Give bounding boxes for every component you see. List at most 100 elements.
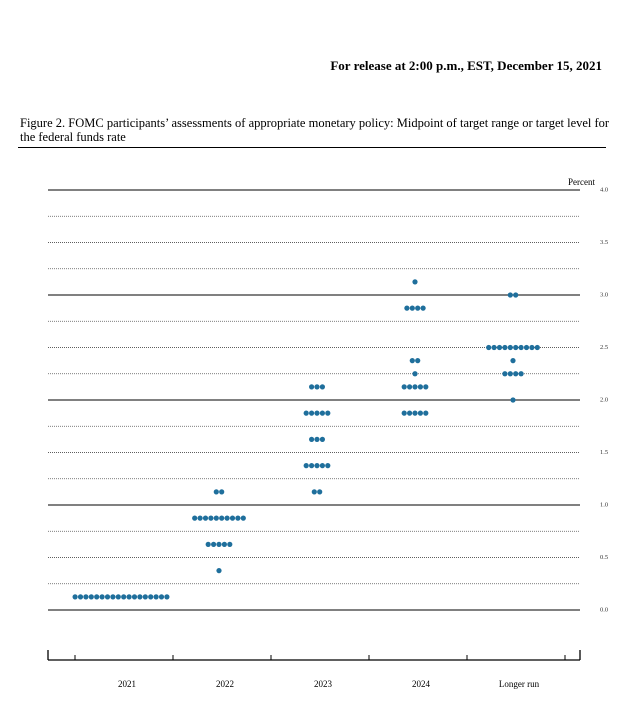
dot [213,515,219,521]
dot [325,410,331,416]
y-tick-label: 2.5 [600,344,608,351]
x-tick-label: Longer run [499,679,540,689]
dot [325,463,331,469]
dot [319,384,325,390]
dot [510,397,516,403]
dot [412,384,418,390]
dot [158,594,165,600]
dot [309,384,315,390]
dot [314,436,320,442]
dot [121,594,127,600]
x-tick-label: 2024 [412,679,431,689]
dot [513,344,519,351]
dot [507,371,513,377]
dot [205,541,211,547]
dot [224,515,230,521]
dot [529,344,535,351]
dot [317,489,323,495]
dot [401,410,407,416]
release-note: For release at 2:00 p.m., EST, December … [330,58,602,73]
dot [216,541,222,547]
dot [407,410,413,416]
dot [412,371,418,377]
dot [502,371,508,377]
dot [115,594,121,600]
dot [72,594,78,600]
dot [417,384,423,390]
title-rule [18,147,606,148]
dot [219,489,225,495]
dot [486,344,492,351]
dot [192,515,198,521]
dot [303,463,309,469]
dot [137,594,143,600]
dot [164,594,170,600]
dot [153,594,159,600]
dot [314,410,320,416]
dot [491,344,497,351]
dot [208,515,214,521]
dot [303,410,309,416]
dot [319,463,325,469]
x-tick-label: 2023 [314,679,333,689]
dot [309,463,315,469]
dot [409,358,415,364]
dot [423,384,429,390]
dot [219,515,225,521]
dot [407,384,413,390]
dot [423,410,429,416]
dot [99,594,105,600]
dot [412,410,418,416]
dot [523,344,530,351]
y-axis-label: Percent [568,177,595,187]
dot [309,436,315,442]
dot [213,489,219,495]
dot [314,384,320,390]
dot [83,594,89,600]
dot [534,344,540,351]
dot [518,344,524,351]
dot [309,410,315,416]
dot [88,594,94,600]
dot [319,436,325,442]
dot [417,410,423,416]
dot [415,305,421,311]
dot [104,594,111,600]
dot [94,594,100,600]
dot [518,371,524,377]
dot [235,515,241,521]
dot [77,594,84,600]
dot [502,344,508,351]
dot [211,541,217,547]
dot [142,594,148,600]
x-tick-label: 2021 [118,679,136,689]
dot [221,541,227,547]
dot [420,305,426,311]
dot [412,279,418,285]
dot [311,489,317,495]
x-tick-label: 2022 [216,679,234,689]
dot [401,384,407,390]
y-tick-label: 1.0 [600,501,608,508]
dot [197,515,203,521]
y-tick-label: 0.5 [600,554,608,561]
y-tick-label: 4.0 [600,186,608,193]
dot [507,344,513,351]
dot [513,292,519,298]
y-tick-label: 1.5 [600,449,608,456]
dot [126,594,132,600]
dot [314,463,320,469]
y-tick-label: 0.0 [600,606,608,613]
dot [216,568,222,574]
dot [496,344,503,351]
dot [110,594,116,600]
dot [404,305,410,311]
dot [131,594,138,600]
dot [240,515,246,521]
y-tick-label: 3.0 [600,291,608,298]
chart-title: Figure 2. FOMC participants’ assessments… [20,116,610,144]
dot [513,371,519,377]
dot [415,358,421,364]
